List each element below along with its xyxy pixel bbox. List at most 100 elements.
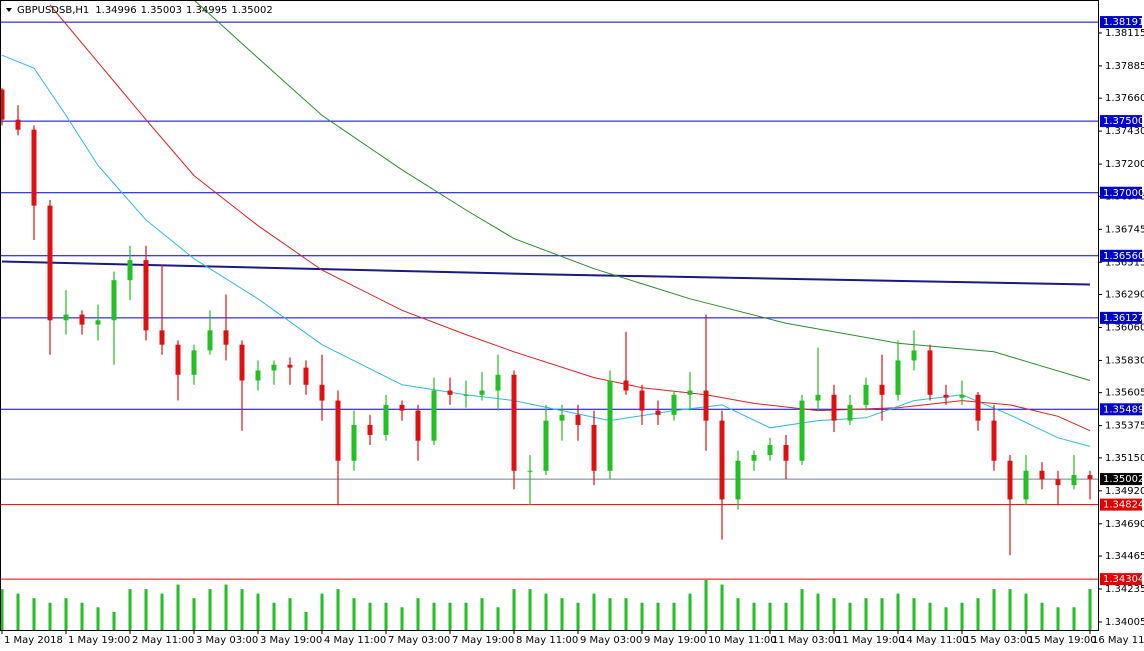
x-tick-label: 3 May 03:00 xyxy=(196,635,258,646)
x-tick-label: 15 May 19:00 xyxy=(1028,635,1097,646)
y-tick-label: 1.37660 xyxy=(1105,93,1144,104)
candle-body xyxy=(767,444,773,456)
candle-body xyxy=(399,404,405,411)
candle-body xyxy=(79,314,85,325)
candle-body xyxy=(847,404,853,421)
menu-triangle xyxy=(6,8,12,12)
candle-body xyxy=(527,470,533,472)
chart-title: GBPUSDSB,H1 1.34996 1.35003 1.34995 1.35002 xyxy=(17,5,273,16)
x-tick-label: 9 May 19:00 xyxy=(644,635,706,646)
candle-body xyxy=(319,384,325,401)
candle-body xyxy=(47,205,53,321)
candle-body xyxy=(1087,475,1093,480)
level-tag xyxy=(1100,403,1142,416)
ohlc-low: 1.34995 xyxy=(186,5,227,16)
candle-body xyxy=(911,350,917,361)
level-tag xyxy=(1100,573,1142,586)
candle-body xyxy=(287,364,293,368)
candle-body xyxy=(543,420,549,471)
candle-body xyxy=(255,370,261,381)
candle-body xyxy=(975,394,981,421)
candle-body xyxy=(623,380,629,391)
candle-body xyxy=(815,394,821,401)
x-tick-label: 7 May 03:00 xyxy=(388,635,450,646)
candle-body xyxy=(639,390,645,411)
level-tag-label: 1.36560 xyxy=(1103,251,1144,262)
x-tick-label: 2 May 11:00 xyxy=(132,635,194,646)
candle-body xyxy=(1007,460,1013,500)
y-tick-label: 1.37200 xyxy=(1105,159,1144,170)
candle-body xyxy=(447,390,453,395)
level-tag-label: 1.35489 xyxy=(1103,404,1144,415)
candle-body xyxy=(303,367,309,385)
candle-body xyxy=(1071,475,1077,486)
candle-body xyxy=(1023,470,1029,500)
candle-body xyxy=(383,404,389,435)
candle-body xyxy=(111,280,117,321)
candle-body xyxy=(495,374,501,391)
candle-body xyxy=(943,394,949,398)
candle-body xyxy=(575,414,581,425)
candle-body xyxy=(191,350,197,375)
level-tag-label: 1.34304 xyxy=(1103,574,1144,585)
candle-body xyxy=(127,260,133,281)
x-tick-label: 16 May 11:00 xyxy=(1092,635,1144,646)
candle-body xyxy=(479,390,485,395)
candle-body xyxy=(607,380,613,471)
x-tick-label: 11 May 03:00 xyxy=(772,635,841,646)
y-tick-label: 1.36290 xyxy=(1105,290,1144,301)
y-tick-label: 1.35150 xyxy=(1105,453,1144,464)
candle-body xyxy=(63,314,69,321)
candle-body xyxy=(863,384,869,405)
candle-body xyxy=(511,374,517,471)
candle-body xyxy=(367,424,373,435)
level-tag xyxy=(1100,311,1142,324)
candle-body xyxy=(431,390,437,441)
moving-average xyxy=(1,260,1091,286)
candle-body xyxy=(95,320,101,325)
candle-body xyxy=(655,410,661,415)
candle-body xyxy=(959,394,965,398)
plot-area xyxy=(0,0,1098,630)
level-tag-label: 1.37500 xyxy=(1103,116,1144,127)
candle-body xyxy=(15,119,21,130)
level-tag xyxy=(1100,473,1142,486)
candle-body xyxy=(463,394,469,396)
ohlc-open: 1.34996 xyxy=(95,5,136,16)
x-tick-label: 1 May 19:00 xyxy=(68,635,130,646)
candle-body xyxy=(335,400,341,461)
candle-body xyxy=(1039,470,1045,480)
level-tag xyxy=(1100,16,1142,29)
candle-body xyxy=(1055,479,1061,486)
y-tick-label: 1.34235 xyxy=(1105,584,1144,595)
level-tag xyxy=(1100,115,1142,128)
y-tick-label: 1.36745 xyxy=(1105,224,1144,235)
x-tick-label: 11 May 19:00 xyxy=(836,635,905,646)
level-tag-label: 1.36127 xyxy=(1103,313,1144,324)
level-tag-label: 1.38191 xyxy=(1103,17,1144,28)
candle-body xyxy=(271,364,277,371)
candle-body xyxy=(0,89,5,120)
level-tag-label: 1.34824 xyxy=(1103,500,1144,511)
level-tag xyxy=(1100,249,1142,262)
y-tick-label: 1.37885 xyxy=(1105,61,1144,72)
ohlc-high: 1.35003 xyxy=(141,5,182,16)
candle-body xyxy=(991,420,997,461)
candle-body xyxy=(223,330,229,345)
candle-body xyxy=(879,384,885,395)
x-tick-label: 1 May 2018 xyxy=(4,635,63,646)
candle-body xyxy=(783,444,789,461)
y-tick-label: 1.34005 xyxy=(1105,617,1144,628)
candle-body xyxy=(239,344,245,381)
ohlc-close: 1.35002 xyxy=(231,5,272,16)
candle-body xyxy=(687,390,693,395)
level-tag xyxy=(1100,498,1142,511)
y-tick-label: 1.35375 xyxy=(1105,421,1144,432)
candle-body xyxy=(175,344,181,375)
x-tick-label: 10 May 11:00 xyxy=(708,635,777,646)
y-tick-label: 1.35605 xyxy=(1105,388,1144,399)
candle-body xyxy=(831,394,837,421)
candle-body xyxy=(159,330,165,345)
